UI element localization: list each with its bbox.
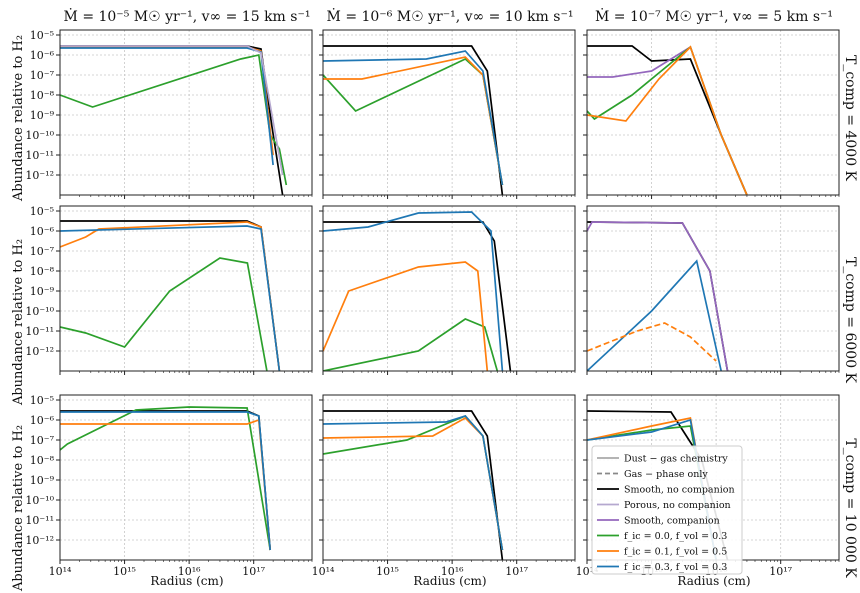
grid [586,206,839,371]
y-tick-label: 10⁻¹² [25,169,54,182]
y-tick-label: 10⁻⁹ [30,285,55,298]
y-tick-label: 10⁻⁷ [30,245,55,258]
x-tick-label: 10¹⁶ [441,565,464,578]
x-tick-label: 10¹⁷ [505,565,528,578]
y-tick-label: 10⁻⁵ [30,29,54,42]
series-line-f-ic-0-0-f-vol-0-3 [60,257,268,371]
y-tick-label: 10⁻¹² [25,534,54,547]
series-line-f-ic-0-0-f-vol-0-3 [587,45,748,195]
series-line-f-ic-0-1-f-vol-0-5 [60,418,272,551]
legend-label: Gas − phase only [624,469,708,480]
row-label-3: T_comp = 10 000 K [842,438,858,578]
series-line-f-ic-0-1-f-vol-0-5 [323,261,489,371]
x-tick-label: 10¹⁷ [242,565,265,578]
series-line-smooth-no-companion [60,45,284,195]
panel-r3-c1: 10¹⁴ 10¹⁵ 10¹⁶ 10¹⁷ 10⁻⁵ 10⁻⁶ 10⁻⁷ 10⁻⁸ 10⁻⁹ 10⁻¹… [25,394,313,578]
y-tick-label: 10⁻⁵ [30,394,54,407]
panel-r2-c2 [319,205,576,375]
panel-r2-c1: 10⁻⁵ 10⁻⁶ 10⁻⁷ 10⁻⁸ 10⁻⁹ 10⁻¹⁰ 10⁻¹¹ 10⁻¹² [25,205,313,375]
y-tick-label: 10⁻¹² [25,345,54,358]
y-tick-label: 10⁻¹¹ [25,514,54,527]
series-line-smooth-no-companion [587,221,729,371]
series-line-f-ic-0-3-f-vol-0-3 [323,50,504,186]
grid [322,395,575,560]
col-title-1: Ṁ = 10⁻⁵ M☉ yr⁻¹, v∞ = 15 km s⁻¹ [64,7,311,25]
legend-label: f_ic = 0.3, f_vol = 0.3 [624,562,727,573]
y-tick-label: 10⁻¹⁰ [25,305,54,318]
legend-box [591,445,743,575]
series-line-smooth-no-companion [60,220,281,371]
y-tick-label: 10⁻⁷ [30,434,55,447]
x-tick-label: 10¹⁴ [49,565,72,578]
series-line-porous-no-companion [60,45,284,176]
series-line-f-ic-0-1-f-vol-0-5 [587,322,717,362]
y-tick-label: 10⁻⁶ [30,225,55,238]
panel-grid: 10⁻⁵10⁻⁶10⁻⁷10⁻⁸10⁻⁹10⁻¹⁰10⁻¹¹10⁻¹²10⁻⁵1… [25,29,840,578]
series-line-f-ic-0-1-f-vol-0-5 [60,46,274,156]
legend-label: Dust − gas chemistry [624,454,728,465]
series-line-f-ic-0-3-f-vol-0-3 [323,415,504,551]
y-tick-label: 10⁻¹⁰ [25,494,54,507]
series-line-f-ic-0-1-f-vol-0-5 [323,56,504,186]
y-tick-label: 10⁻⁶ [30,414,55,427]
legend-label: f_ic = 0.0, f_vol = 0.3 [624,531,727,542]
grid [59,395,312,560]
col-title-2: Ṁ = 10⁻⁶ M☉ yr⁻¹, v∞ = 10 km s⁻¹ [327,7,574,25]
series-line-smooth-companion [587,45,748,195]
series-line-f-ic-0-0-f-vol-0-3 [60,53,288,186]
x-tick-label: 10¹⁴ [312,565,335,578]
legend-label: Smooth, no companion [624,485,735,496]
y-tick-label: 10⁻¹¹ [25,325,54,338]
series-line-f-ic-0-1-f-vol-0-5 [587,45,748,195]
row-label-1: T_comp = 4000 K [842,55,858,182]
legend-label: Smooth, companion [624,516,720,527]
y-axis-label-row-1: Abundance relative to H₂ [11,35,26,202]
x-tick-label: 10¹⁷ [769,565,792,578]
y-tick-label: 10⁻⁸ [30,265,55,278]
x-tick-label: 10¹⁵ [376,565,399,578]
panel-r1-c1: 10⁻⁵ 10⁻⁶ 10⁻⁷ 10⁻⁸ 10⁻⁹ 10⁻¹⁰ 10⁻¹¹ 10⁻¹² [25,29,313,199]
series-line-smooth-no-companion [323,45,504,195]
y-tick-label: 10⁻⁹ [30,474,55,487]
series-line-f-ic-0-0-f-vol-0-3 [60,406,272,551]
series-line-f-ic-0-3-f-vol-0-3 [60,225,281,371]
y-tick-label: 10⁻⁸ [30,89,55,102]
legend-label: Porous, no companion [624,500,731,511]
legend: Dust − gas chemistry Gas − phase only Smoo… [591,445,743,575]
series-line-smooth-no-companion [587,45,748,195]
series-line-f-ic-0-0-f-vol-0-3 [323,57,504,186]
y-tick-label: 10⁻⁵ [30,205,54,218]
grid [59,30,312,195]
x-tick-label: 10¹⁶ [178,565,201,578]
series-line-f-ic-0-3-f-vol-0-3 [323,211,504,371]
series-line-f-ic-0-3-f-vol-0-3 [587,259,723,371]
y-tick-label: 10⁻¹⁰ [25,129,54,142]
panel-r3-c2: 10¹⁴ 10¹⁵ 10¹⁶ 10¹⁷ [312,394,576,578]
grid [322,206,575,371]
col-title-3: Ṁ = 10⁻⁷ M☉ yr⁻¹, v∞ = 5 km s⁻¹ [595,7,833,25]
y-tick-label: 10⁻⁷ [30,69,55,82]
y-tick-label: 10⁻⁸ [30,454,55,467]
legend-label: f_ic = 0.1, f_vol = 0.5 [624,547,727,558]
panel-r1-c2 [319,29,576,199]
panel-r1-c3 [583,29,840,199]
series-line-f-ic-0-0-f-vol-0-3 [323,318,499,371]
y-tick-label: 10⁻⁶ [30,49,55,62]
x-axis-label-col-2: Radius (cm) [413,574,486,588]
y-axis-label-row-2: Abundance relative to H₂ [11,239,26,406]
x-axis-label-col-1: Radius (cm) [150,574,223,588]
series-line-f-ic-0-3-f-vol-0-3 [60,411,272,551]
y-axis-label-row-3: Abundance relative to H₂ [11,425,26,592]
series-line-f-ic-0-1-f-vol-0-5 [60,221,281,371]
panel-r2-c3 [583,205,840,375]
row-label-2: T_comp = 6000 K [842,257,858,384]
y-tick-label: 10⁻¹¹ [25,149,54,162]
series-line-smooth-no-companion [323,221,512,371]
x-tick-label: 10¹⁵ [113,565,136,578]
y-tick-label: 10⁻⁹ [30,109,55,122]
series-line-smooth-no-companion [323,410,504,560]
x-axis-label-col-3: Radius (cm) [677,574,750,588]
series-line-smooth-companion [587,221,729,371]
